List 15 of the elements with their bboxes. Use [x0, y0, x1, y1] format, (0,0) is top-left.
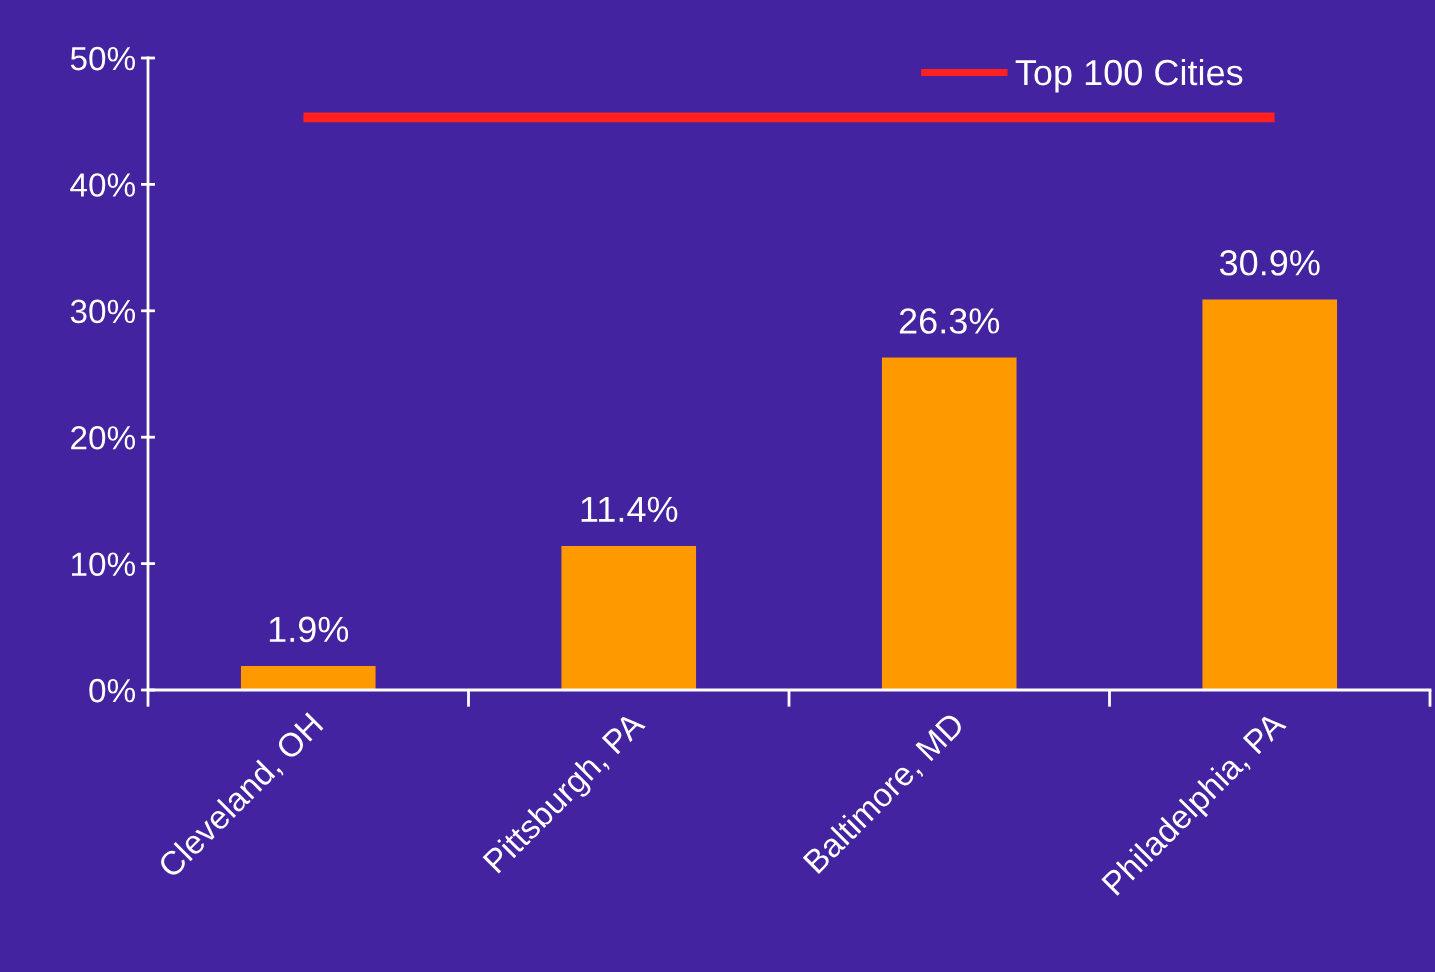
y-tick-label: 0%	[89, 678, 136, 703]
y-tick-label: 50%	[70, 46, 136, 71]
data-label: 1.9%	[269, 616, 349, 643]
bar	[881, 357, 1017, 690]
bar	[1202, 299, 1338, 690]
y-tick-label: 40%	[70, 173, 136, 197]
legend-label: Top 100 Cities	[1015, 58, 1243, 93]
data-label: 26.3%	[899, 308, 1000, 334]
data-label: 11.4%	[581, 496, 678, 522]
y-tick-label: 10%	[72, 552, 136, 577]
y-tick-label: 30%	[70, 299, 136, 324]
bar	[561, 545, 697, 690]
bar	[240, 665, 376, 690]
y-tick-label: 20%	[71, 426, 136, 450]
data-label: 30.9%	[1219, 250, 1320, 276]
